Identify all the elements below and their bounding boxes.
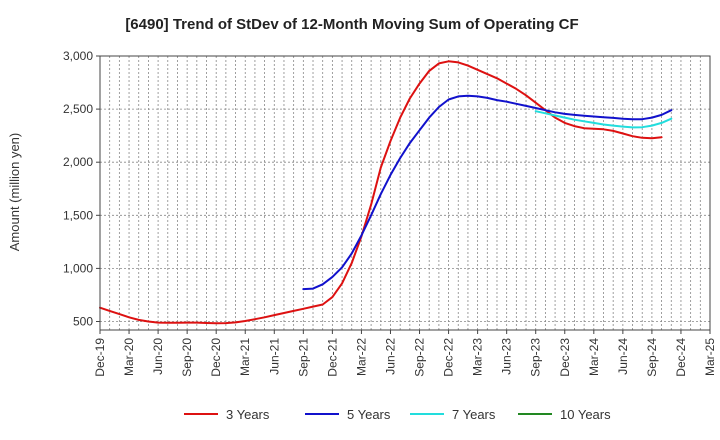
x-tick-label: Jun-24 [616, 338, 630, 375]
y-tick-label: 1,500 [63, 208, 93, 222]
x-tick-label: Dec-19 [93, 338, 107, 377]
y-ticks: 500 1,000 1,500 2,000 2,500 3,000 [63, 49, 100, 329]
x-tick-label: Mar-21 [238, 338, 252, 376]
grid [100, 55, 710, 330]
x-tick-label: Jun-23 [500, 338, 514, 375]
chart-title: [6490] Trend of StDev of 12-Month Moving… [125, 16, 578, 33]
legend-label: 3 Years [226, 407, 270, 422]
x-tick-label: Mar-24 [587, 338, 601, 376]
series-lines [99, 60, 673, 325]
x-tick-label: Sep-22 [413, 338, 427, 377]
y-tick-label: 3,000 [63, 49, 93, 63]
legend: 3 Years 5 Years 7 Years 10 Years [184, 407, 611, 422]
series-line-7-years [534, 110, 673, 129]
x-tick-label: Mar-20 [122, 338, 136, 376]
x-tick-label: Sep-20 [180, 338, 194, 377]
x-tick-label: Sep-21 [296, 338, 310, 377]
x-tick-label: Jun-20 [151, 338, 165, 375]
x-tick-label: Mar-22 [354, 338, 368, 376]
plot-area-frame [99, 55, 711, 331]
legend-label: 7 Years [452, 407, 496, 422]
y-tick-label: 2,000 [63, 155, 93, 169]
x-tick-label: Mar-25 [703, 338, 717, 376]
y-tick-label: 2,500 [63, 102, 93, 116]
x-tick-label: Dec-21 [325, 338, 339, 377]
x-tick-label: Sep-23 [529, 338, 543, 377]
x-tick-label: Dec-23 [558, 338, 572, 377]
x-tick-label: Jun-22 [383, 338, 397, 375]
series-line-5-years [302, 94, 673, 291]
y-axis-label: Amount (million yen) [7, 133, 22, 252]
x-tick-label: Sep-24 [645, 338, 659, 377]
legend-label: 10 Years [560, 407, 611, 422]
x-tick-label: Mar-23 [471, 338, 485, 376]
series-line-3-years [99, 60, 663, 325]
y-tick-label: 1,000 [63, 261, 93, 275]
x-tick-label: Dec-22 [442, 338, 456, 377]
x-tick-label: Dec-24 [674, 338, 688, 377]
x-tick-label: Jun-21 [267, 338, 281, 375]
legend-label: 5 Years [347, 407, 391, 422]
x-ticks: Dec-19 Mar-20 Jun-20 Sep-20 Dec-20 Mar-21 Jun-… [93, 330, 717, 377]
y-tick-label: 500 [73, 315, 93, 329]
x-tick-label: Dec-20 [209, 338, 223, 377]
